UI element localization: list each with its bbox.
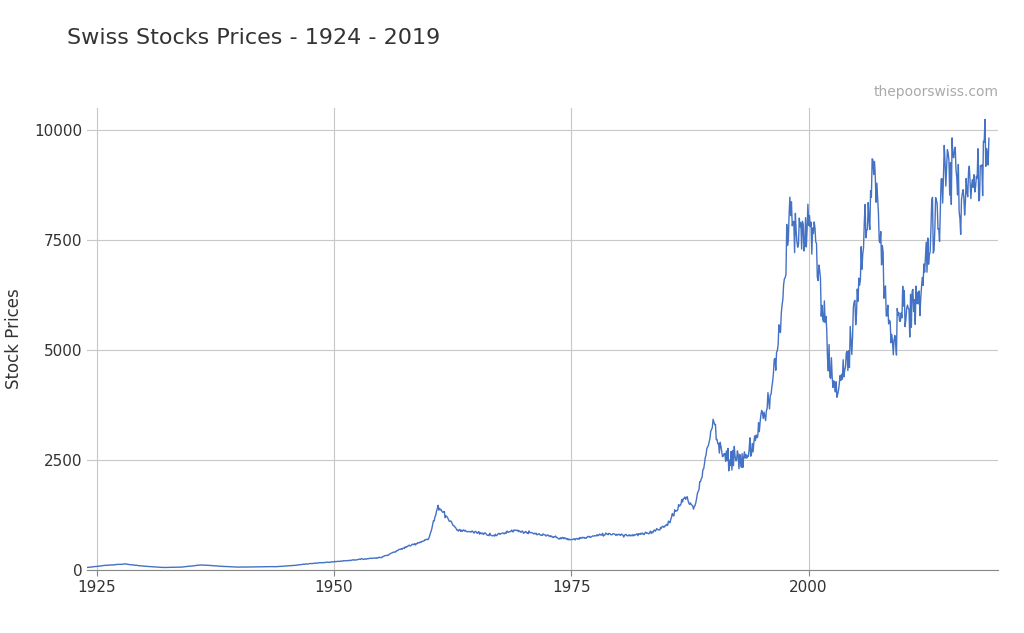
Text: Swiss Stocks Prices - 1924 - 2019: Swiss Stocks Prices - 1924 - 2019 <box>67 28 440 49</box>
Y-axis label: Stock Prices: Stock Prices <box>5 288 23 389</box>
Text: thepoorswiss.com: thepoorswiss.com <box>873 85 998 99</box>
